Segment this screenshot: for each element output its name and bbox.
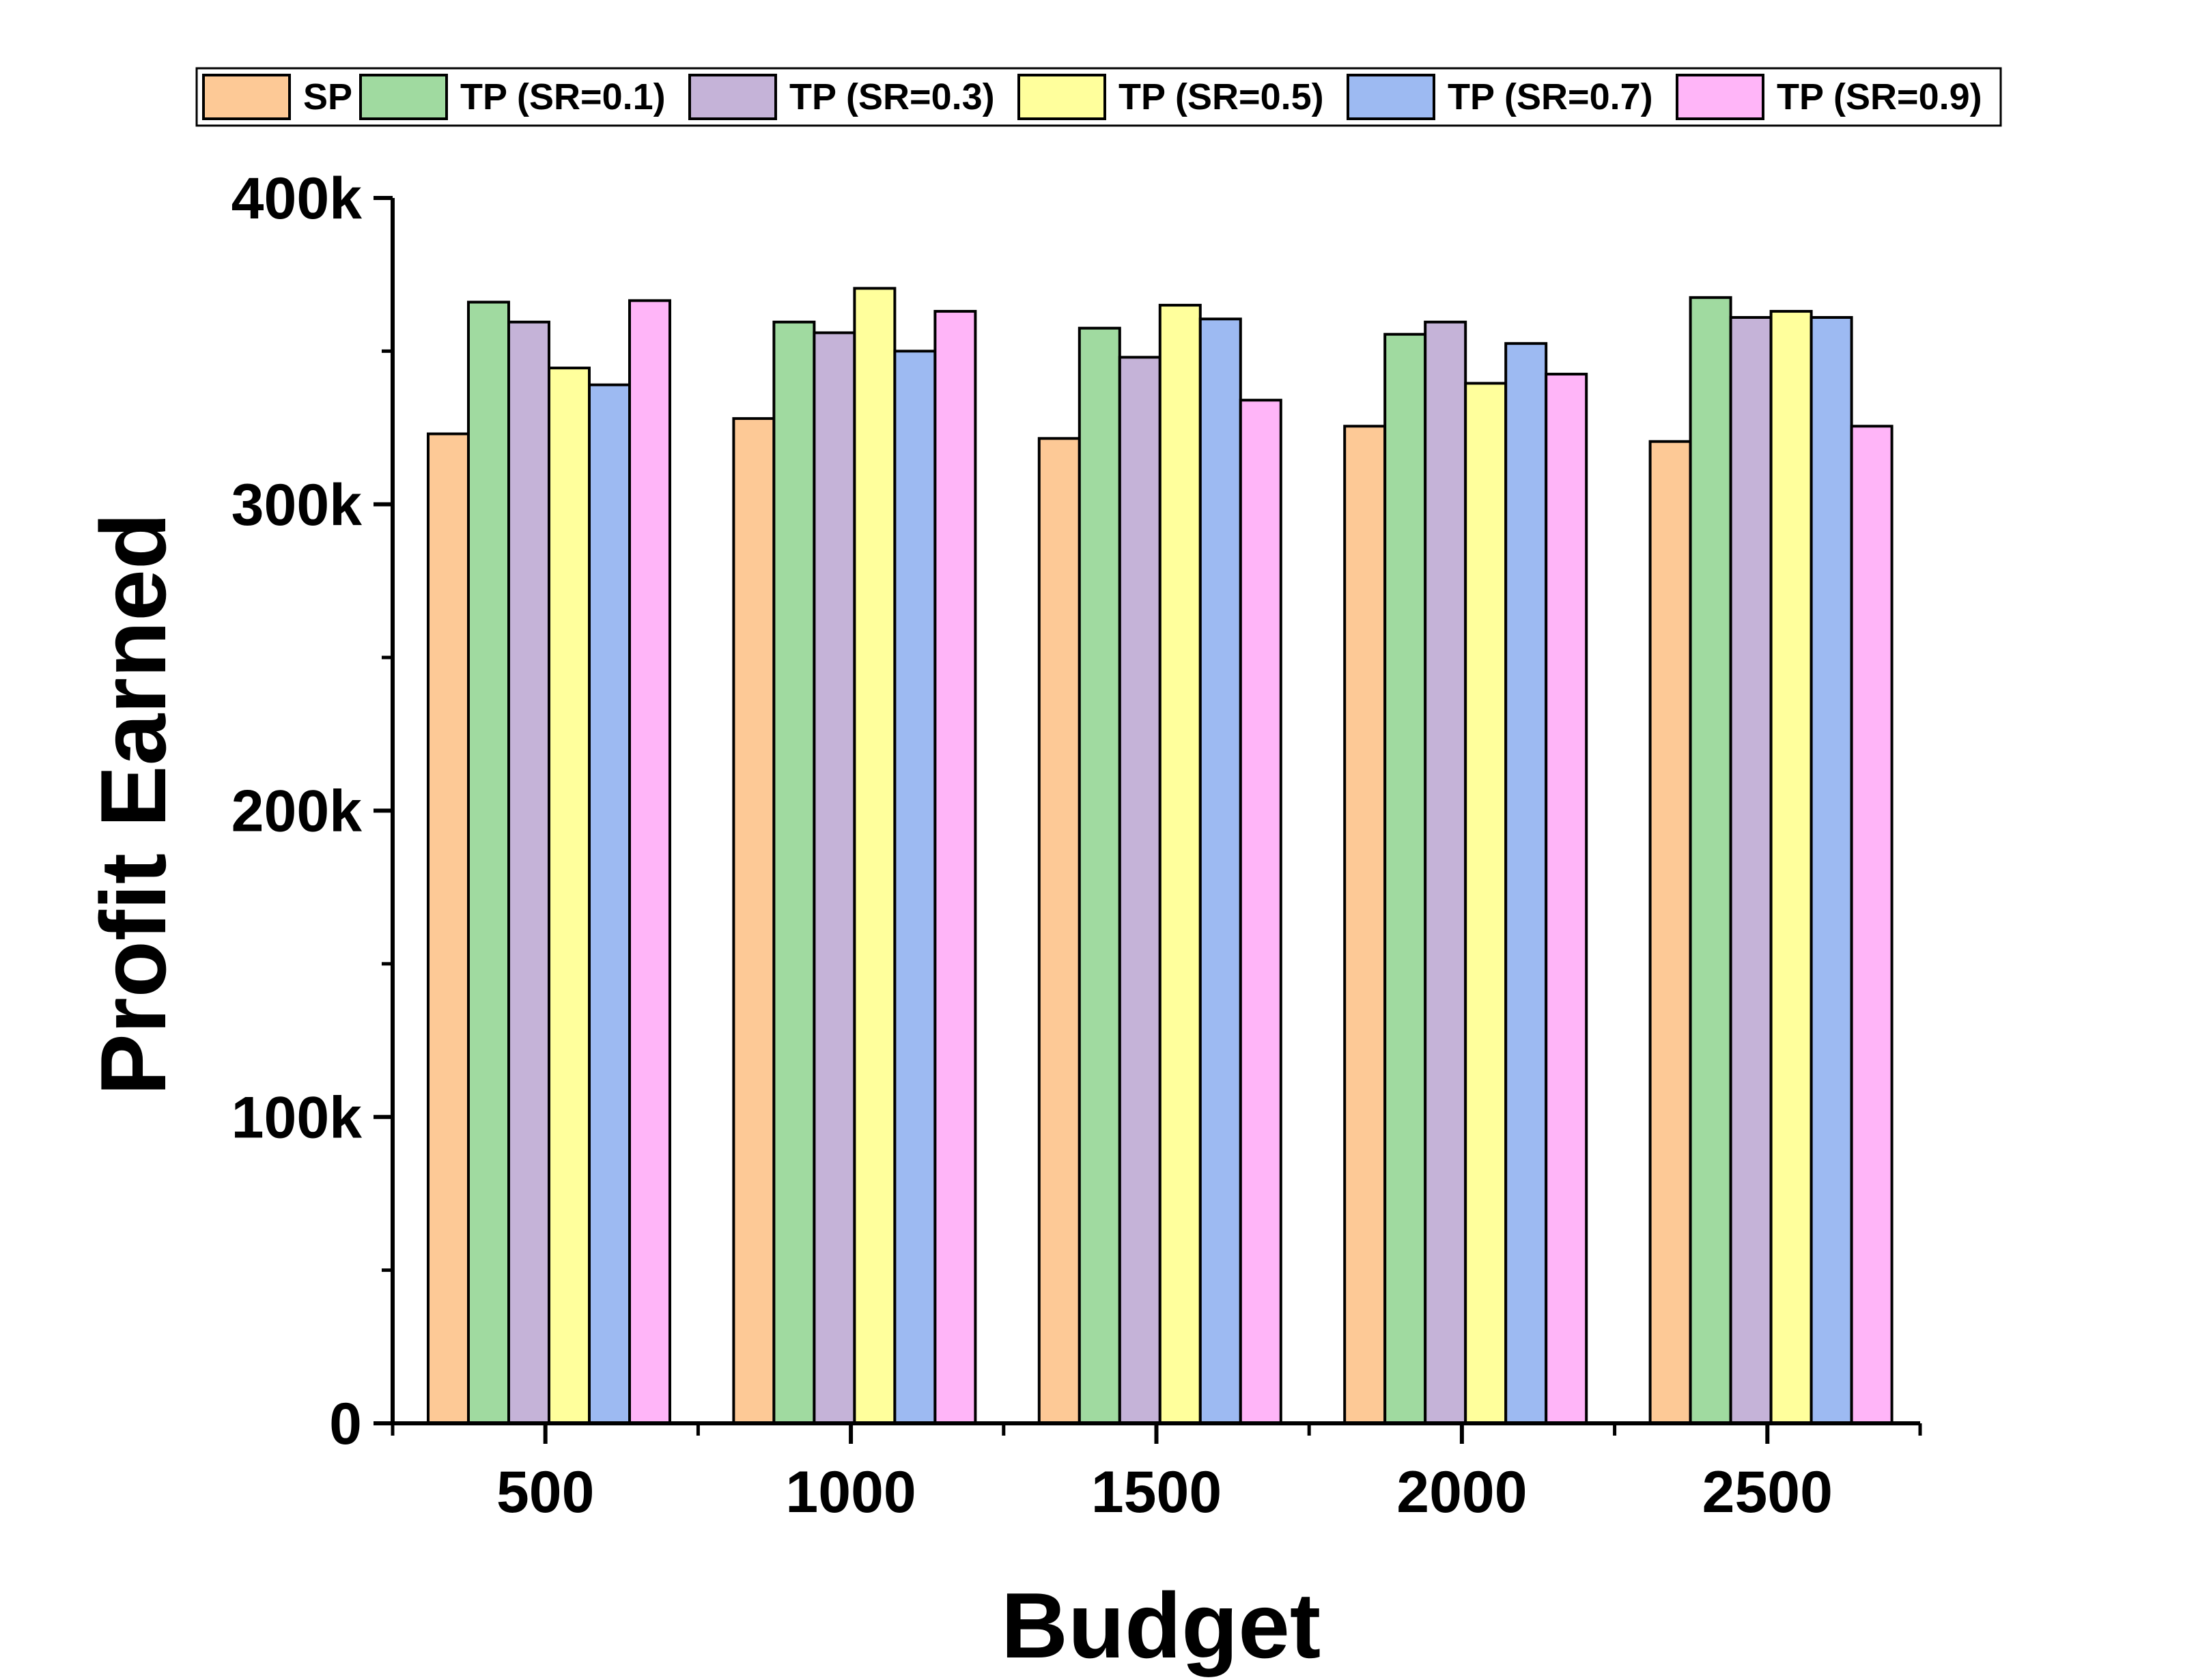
legend-swatch: [359, 74, 448, 120]
bar-tp-sr-0-1--2500: [1689, 296, 1732, 1425]
bar-sp-1500: [1037, 437, 1081, 1425]
bar-tp-sr-0-7--1000: [893, 350, 937, 1425]
bar-tp-sr-0-1--500: [467, 300, 510, 1425]
bar-tp-sr-0-5--1500: [1158, 304, 1202, 1425]
bar-tp-sr-0-3--2500: [1729, 316, 1773, 1425]
bar-tp-sr-0-1--1000: [772, 320, 816, 1425]
legend-swatch: [1347, 74, 1435, 120]
legend-swatch: [202, 74, 291, 120]
bar-sp-2500: [1648, 440, 1692, 1425]
legend-label: TP (SR=0.9): [1777, 76, 1982, 117]
legend-label: TP (SR=0.7): [1448, 76, 1653, 117]
bar-tp-sr-0-9--1000: [933, 310, 977, 1425]
bar-tp-sr-0-7--2500: [1810, 316, 1853, 1425]
bar-tp-sr-0-5--2000: [1464, 382, 1508, 1425]
bar-tp-sr-0-5--2500: [1769, 310, 1813, 1425]
y-axis-label: Profit Earned: [81, 513, 185, 1096]
legend-label: TP (SR=0.3): [789, 76, 995, 117]
bar-tp-sr-0-7--500: [588, 383, 631, 1425]
legend-label: TP (SR=0.1): [460, 76, 666, 117]
bar-tp-sr-0-7--2000: [1504, 342, 1548, 1425]
x-tick-label: 1500: [1091, 1460, 1222, 1525]
x-axis-label: Budget: [1001, 1574, 1321, 1677]
bar-sp-500: [427, 432, 470, 1425]
bar-tp-sr-0-3--1000: [813, 331, 856, 1425]
x-tick-label: 2000: [1396, 1460, 1527, 1525]
bar-sp-2000: [1343, 425, 1387, 1425]
legend-label: SP: [303, 76, 352, 117]
bar-tp-sr-0-9--500: [628, 299, 671, 1425]
legend-swatch: [1676, 74, 1764, 120]
bar-tp-sr-0-3--1500: [1118, 356, 1162, 1425]
legend-swatch: [1017, 74, 1106, 120]
y-tick-label: 400k: [231, 166, 362, 231]
bar-tp-sr-0-9--2500: [1850, 425, 1894, 1425]
bar-tp-sr-0-3--2000: [1424, 320, 1467, 1425]
bars: [427, 287, 1894, 1425]
bar-tp-sr-0-1--1500: [1078, 326, 1121, 1425]
bar-tp-sr-0-5--1000: [853, 287, 897, 1425]
axes: 0 100k 200k 300k 400k 500 1000 1500 2000 2500: [231, 166, 1922, 1525]
bar-tp-sr-0-5--500: [548, 367, 591, 1425]
bar-tp-sr-0-7--1500: [1198, 317, 1242, 1425]
bar-tp-sr-0-9--2000: [1545, 373, 1588, 1425]
bar-tp-sr-0-1--2000: [1383, 332, 1427, 1425]
bar-sp-1000: [732, 417, 776, 1425]
y-tick-label: 300k: [231, 472, 362, 538]
legend-swatch: [688, 74, 777, 120]
y-tick-label: 0: [329, 1391, 362, 1457]
x-tick-label: 1000: [785, 1460, 916, 1525]
legend-label: TP (SR=0.5): [1118, 76, 1324, 117]
bar-tp-sr-0-9--1500: [1239, 399, 1282, 1425]
y-tick-label: 100k: [231, 1085, 362, 1150]
bar-tp-sr-0-3--500: [507, 320, 550, 1425]
x-tick-label: 2500: [1702, 1460, 1833, 1525]
y-tick-label: 200k: [231, 779, 362, 844]
legend: SP TP (SR=0.1) TP (SR=0.3) TP (SR=0.5) TP (S…: [195, 67, 2002, 127]
x-tick-label: 500: [496, 1460, 595, 1525]
